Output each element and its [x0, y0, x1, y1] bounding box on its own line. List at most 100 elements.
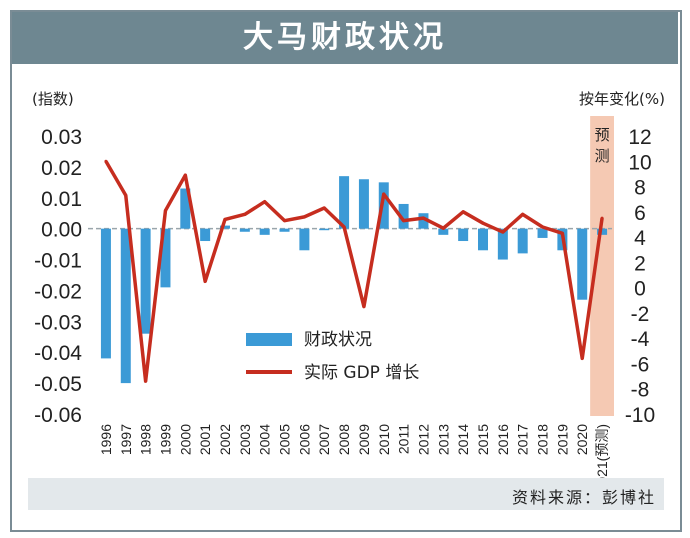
- x-tick-label: 2004: [257, 424, 273, 455]
- x-tick-label: 2008: [336, 424, 352, 455]
- x-tick-label: 2002: [217, 424, 233, 455]
- bar-2008: [339, 176, 350, 229]
- bar-2004: [259, 228, 270, 235]
- right-tick-label: 4: [634, 227, 646, 250]
- left-tick-label: 0.00: [41, 219, 82, 242]
- bar-1999: [160, 228, 171, 288]
- x-tick-label: 2003: [237, 424, 253, 455]
- gdp-point-2015: [481, 221, 485, 225]
- gdp-point-2002: [223, 217, 227, 221]
- gdp-point-1998: [144, 379, 148, 383]
- bar-2012: [418, 213, 429, 229]
- x-tick-label: 2009: [356, 424, 372, 455]
- gdp-point-2007: [322, 206, 326, 210]
- bar-1998: [140, 228, 151, 334]
- bar-1996: [100, 228, 111, 359]
- left-tick-label: -0.01: [34, 250, 82, 273]
- bar-2010: [378, 182, 389, 229]
- right-tick-label: 6: [634, 202, 646, 225]
- bar-2009: [358, 179, 369, 229]
- x-tick-label: 2015: [475, 424, 491, 455]
- bar-2014: [458, 228, 469, 242]
- bar-2011: [398, 203, 409, 229]
- right-tick-label: -4: [631, 328, 650, 351]
- x-tick-label: 1997: [118, 424, 134, 455]
- left-tick-label: -0.05: [34, 373, 82, 396]
- source-text: 资料来源：彭博社: [511, 488, 656, 507]
- gdp-growth-line: [104, 160, 604, 383]
- gdp-point-2017: [521, 212, 525, 216]
- left-tick-label: 0.01: [41, 188, 82, 211]
- bar-2016: [497, 228, 508, 260]
- left-tick-label: -0.06: [34, 404, 82, 427]
- legend-bar-label: 财政状况: [304, 330, 372, 350]
- x-tick-label: 2017: [515, 424, 531, 455]
- left-tick-label: -0.04: [34, 342, 82, 365]
- gdp-point-2016: [501, 230, 505, 234]
- right-tick-label: -6: [631, 353, 650, 376]
- left-tick-label: -0.02: [34, 280, 82, 303]
- bar-2017: [517, 228, 528, 254]
- bar-2021(预测): [597, 228, 608, 235]
- gdp-point-2012: [421, 216, 425, 220]
- forecast-band: [590, 116, 614, 416]
- chart-title: 大马财政状况: [12, 12, 678, 64]
- x-tick-label: 2000: [177, 424, 193, 455]
- source-bar: 资料来源：彭博社: [28, 478, 664, 510]
- bar-2002: [220, 225, 230, 229]
- left-tick-label: -0.03: [34, 311, 82, 334]
- left-tick-label: 0.03: [41, 126, 82, 149]
- x-tick-label: 2018: [535, 424, 551, 455]
- x-tick-label: 2011: [396, 424, 412, 454]
- x-tick-label: 2001: [197, 424, 213, 455]
- bar-2020: [577, 228, 588, 300]
- x-tick-label: 2010: [376, 424, 392, 455]
- bar-1997: [120, 228, 131, 384]
- gdp-point-2010: [382, 192, 386, 196]
- right-tick-label: 10: [628, 151, 651, 174]
- right-tick-label: 2: [634, 252, 646, 275]
- x-tick-label: 2012: [415, 424, 431, 455]
- legend-line-label: 实际 GDP 增长: [304, 363, 419, 383]
- forecast-label: 测: [595, 147, 610, 165]
- x-tick-label: 2021(预测): [594, 424, 610, 492]
- x-tick-label: 2013: [435, 424, 451, 455]
- right-tick-label: 12: [628, 126, 651, 149]
- legend-bar-swatch: [246, 333, 292, 346]
- gdp-point-2000: [183, 173, 187, 177]
- left-tick-label: 0.02: [41, 157, 82, 180]
- gdp-point-2014: [461, 210, 465, 214]
- gdp-point-2021(预测): [600, 216, 604, 220]
- forecast-label: 预: [595, 126, 610, 144]
- bar-2006: [299, 228, 310, 251]
- bar-2015: [478, 228, 488, 251]
- gdp-point-1996: [104, 159, 108, 163]
- gdp-point-2006: [302, 215, 306, 219]
- x-tick-label: 1999: [157, 424, 173, 455]
- right-tick-label: 0: [634, 278, 646, 301]
- bar-2013: [438, 228, 449, 235]
- bar-2005: [279, 228, 290, 232]
- right-axis-unit: 按年变化(%): [579, 90, 665, 108]
- gdp-point-2004: [263, 200, 267, 204]
- bar-2000: [180, 188, 191, 229]
- right-tick-label: -8: [631, 379, 650, 402]
- legend: 财政状况 实际 GDP 增长: [246, 330, 419, 383]
- gdp-point-2013: [441, 226, 445, 230]
- bar-2003: [239, 228, 250, 232]
- gdp-point-2001: [203, 279, 207, 283]
- gdp-point-2008: [342, 225, 346, 229]
- x-tick-label: 1996: [98, 424, 114, 455]
- x-tick-label: 2007: [316, 424, 332, 455]
- x-tick-label: 2006: [296, 424, 312, 455]
- gdp-point-1999: [163, 209, 167, 213]
- left-axis-unit: (指数): [32, 90, 74, 108]
- x-tick-label: 2020: [574, 424, 590, 455]
- bar-2007: [319, 228, 330, 231]
- gdp-point-2020: [580, 356, 584, 360]
- gdp-point-2009: [362, 305, 366, 309]
- right-tick-label: -10: [625, 404, 655, 427]
- x-tick-label: 2014: [455, 424, 471, 455]
- gdp-point-1997: [124, 193, 128, 197]
